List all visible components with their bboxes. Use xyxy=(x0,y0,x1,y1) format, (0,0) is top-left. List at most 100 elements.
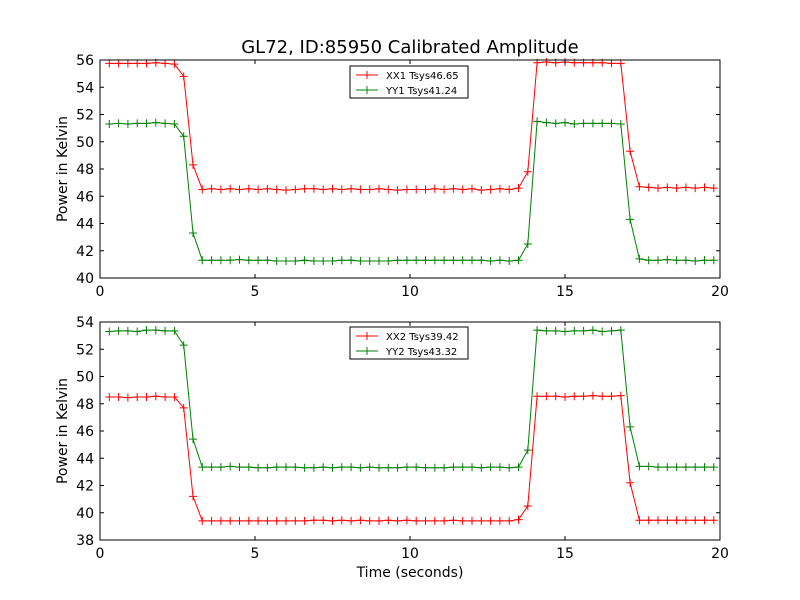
bottom-series-0-point xyxy=(458,516,467,525)
top-series-1-point xyxy=(495,256,504,265)
top-series-0-point xyxy=(179,72,188,81)
top-series-1-point xyxy=(533,117,542,126)
bottom-series-1-point xyxy=(542,326,551,335)
top-series-0-point xyxy=(309,184,318,193)
top-series-0-point xyxy=(300,184,309,193)
bottom-series-0-point xyxy=(495,516,504,525)
top-series-1-point xyxy=(654,256,662,265)
top-series-1-point xyxy=(477,256,486,265)
top-series-0-point xyxy=(681,183,690,192)
bottom-y-tick-label: 54 xyxy=(76,315,94,331)
bottom-series-1-point xyxy=(468,463,476,472)
bottom-series-0-point xyxy=(561,392,569,401)
top-series-0-point xyxy=(523,167,532,176)
bottom-series-1-point xyxy=(347,463,356,472)
bottom-series-1-point xyxy=(337,463,346,472)
top-series-0-point xyxy=(616,59,625,68)
bottom-series-1-point xyxy=(198,463,207,472)
bottom-series-1-point xyxy=(672,463,681,472)
top-legend-marker-1 xyxy=(363,86,371,94)
top-legend-label-1: YY1 Tsys41.24 xyxy=(385,86,457,97)
bottom-series-1-point xyxy=(440,463,449,472)
top-series-1-point xyxy=(709,256,718,265)
top-series-0-point xyxy=(282,186,290,195)
bottom-series-1-point xyxy=(300,463,309,472)
bottom-series-0-point xyxy=(337,516,346,525)
top-series-0-point xyxy=(319,185,328,194)
bottom-series-0-point xyxy=(681,516,690,525)
top-series-0-point xyxy=(477,186,486,195)
bottom-series-0-point xyxy=(291,516,300,525)
bottom-series-1-point xyxy=(309,463,318,472)
bottom-series-0-point xyxy=(412,516,421,525)
top-series-0-point xyxy=(468,184,476,193)
bottom-series-0-point xyxy=(179,403,188,412)
bottom-x-tick-label: 5 xyxy=(251,546,260,562)
top-x-tick-label: 10 xyxy=(401,284,419,300)
bottom-series-0-point xyxy=(244,516,253,525)
top-series-1-point xyxy=(440,256,449,265)
bottom-series-1-point xyxy=(700,463,709,472)
bottom-series-0-point xyxy=(384,516,393,525)
top-series-1-point xyxy=(161,119,170,128)
top-series-1-point xyxy=(598,119,607,128)
top-y-tick-label: 40 xyxy=(76,271,94,287)
bottom-series-0-point xyxy=(170,392,179,401)
bottom-series-1-point xyxy=(142,326,151,335)
top-series-1-point xyxy=(505,256,514,265)
bottom-series-1-point xyxy=(588,326,597,335)
bottom-series-1-point xyxy=(133,327,142,336)
top-series-1-point xyxy=(133,119,142,128)
bottom-series-0-point xyxy=(198,516,207,525)
top-series-1-point xyxy=(282,256,290,265)
top-series-1-point xyxy=(142,119,151,128)
bottom-x-axis-label: Time (seconds) xyxy=(356,565,464,581)
bottom-y-tick-label: 42 xyxy=(76,479,94,495)
top-series-0-point xyxy=(356,185,365,194)
bottom-x-tick-label: 15 xyxy=(556,546,574,562)
top-series-1-point xyxy=(421,256,430,265)
top-y-tick-label: 50 xyxy=(76,135,94,151)
bottom-series-1-point xyxy=(635,462,644,471)
bottom-series-0-point xyxy=(468,516,476,525)
top-series-0-point xyxy=(216,185,225,194)
top-series-0-point xyxy=(226,184,235,193)
bottom-y-tick-label: 52 xyxy=(76,342,94,358)
bottom-y-axis-label: Power in Kelvin xyxy=(55,378,71,484)
top-series-1-point xyxy=(291,256,300,265)
bottom-series-0-point xyxy=(505,516,514,525)
bottom-series-0-point xyxy=(709,516,718,525)
bottom-series-1-point xyxy=(402,463,411,472)
bottom-series-0-point xyxy=(654,516,662,525)
top-series-1-point xyxy=(375,256,383,265)
top-x-tick-label: 0 xyxy=(96,284,105,300)
top-series-1-point xyxy=(607,119,616,128)
bottom-series-0-point xyxy=(123,393,132,402)
top-legend-label-0: XX1 Tsys46.65 xyxy=(386,71,459,82)
bottom-x-tick-label: 0 xyxy=(96,546,105,562)
top-series-1-point xyxy=(468,256,476,265)
top-series-0-point xyxy=(133,59,142,68)
top-y-tick-label: 48 xyxy=(76,162,94,178)
bottom-series-1-point xyxy=(607,326,616,335)
bottom-series-1-point xyxy=(561,327,569,336)
bottom-series-0-point xyxy=(282,516,290,525)
bottom-series-1-point xyxy=(579,326,588,335)
bottom-series-0-point xyxy=(216,516,225,525)
top-series-0-point xyxy=(272,185,281,194)
top-series-1-point xyxy=(365,256,374,265)
bottom-series-1-point xyxy=(458,463,467,472)
bottom-series-1-point xyxy=(533,326,542,335)
top-series-1-point xyxy=(272,256,281,265)
top-series-0-point xyxy=(198,185,207,194)
bottom-series-1-point xyxy=(328,463,337,472)
bottom-series-0-point xyxy=(254,516,263,525)
bottom-series-1-point xyxy=(709,463,718,472)
bottom-series-1-point xyxy=(375,463,383,472)
bottom-series-1-point xyxy=(663,463,672,472)
bottom-series-0-point xyxy=(328,516,337,525)
top-series-1-point xyxy=(691,256,700,265)
bottom-series-0-point xyxy=(691,516,700,525)
bottom-y-tick-label: 50 xyxy=(76,370,94,386)
